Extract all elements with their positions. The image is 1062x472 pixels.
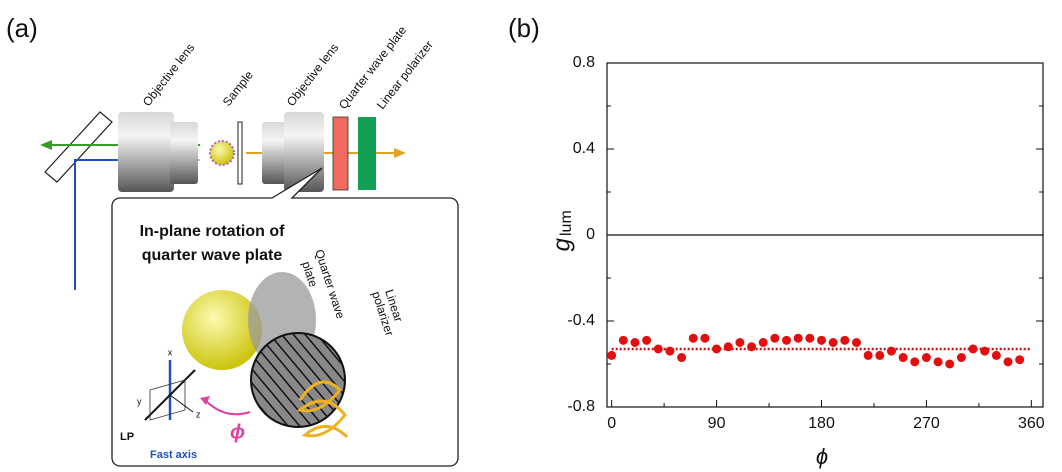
data-point — [828, 338, 838, 347]
data-point — [618, 335, 628, 345]
axis-glyph-label: z — [196, 409, 201, 419]
data-point — [1003, 357, 1013, 367]
component-label: Objective lens — [140, 41, 197, 109]
component-label: Objective lens — [284, 41, 341, 109]
axis-glyph-label: y — [137, 396, 142, 406]
data-point — [688, 333, 698, 343]
data-point — [851, 338, 861, 347]
data-point — [712, 344, 722, 354]
panel-label: (a) — [6, 13, 38, 43]
y-axis-label-sub: lum — [558, 210, 575, 236]
x-tick-label: 360 — [1018, 415, 1045, 432]
data-point — [840, 335, 850, 345]
x-tick-label: 270 — [913, 415, 940, 432]
data-point — [642, 335, 652, 345]
x-tick-label: 180 — [808, 415, 835, 432]
data-point — [1015, 355, 1025, 365]
y-axis-label-main: g — [548, 237, 575, 251]
lp-label: LP — [120, 431, 134, 443]
data-point — [886, 346, 896, 356]
data-point — [770, 333, 780, 343]
data-point — [898, 353, 908, 363]
data-point — [607, 350, 617, 360]
y-tick-label: -0.4 — [567, 312, 595, 329]
x-tick-label: 0 — [607, 415, 616, 432]
data-point — [910, 357, 920, 367]
data-point — [805, 333, 815, 343]
data-point — [793, 333, 803, 343]
data-point — [921, 353, 931, 363]
data-point — [933, 357, 943, 367]
data-point — [956, 353, 966, 363]
data-point — [700, 333, 710, 343]
data-point — [980, 346, 990, 356]
data-point — [653, 344, 663, 354]
x-axis-label: ϕ — [816, 444, 828, 469]
data-point — [677, 353, 687, 363]
component-label: Sample — [220, 68, 256, 109]
panel-label: (b) — [508, 13, 540, 43]
data-point — [875, 350, 885, 360]
data-point — [758, 338, 768, 347]
data-point — [747, 342, 757, 352]
x-tick-label: 90 — [708, 415, 726, 432]
data-point — [968, 344, 978, 354]
data-point — [782, 335, 792, 345]
axis-glyph-label: x — [168, 347, 173, 357]
data-point — [665, 346, 675, 356]
setup-diagram — [40, 111, 459, 467]
y-tick-label: 0.4 — [573, 140, 595, 157]
y-tick-label: 0.8 — [573, 54, 595, 71]
component-label: Quarter wave plate — [336, 23, 410, 112]
inset-title: In-plane rotation of — [140, 223, 286, 240]
data-point — [630, 338, 640, 347]
y-axis-label: g lum — [548, 210, 575, 251]
y-tick-label: -0.8 — [567, 398, 595, 415]
fast-axis-label: Fast axis — [150, 449, 197, 461]
inset-title: quarter wave plate — [142, 247, 283, 264]
y-tick-label: 0 — [586, 226, 595, 243]
data-point — [945, 359, 955, 369]
phi-label: ϕ — [230, 421, 245, 443]
data-point — [991, 350, 1001, 360]
data-point — [817, 335, 827, 345]
data-point — [723, 342, 733, 352]
data-point — [863, 350, 873, 360]
data-point — [735, 338, 745, 347]
